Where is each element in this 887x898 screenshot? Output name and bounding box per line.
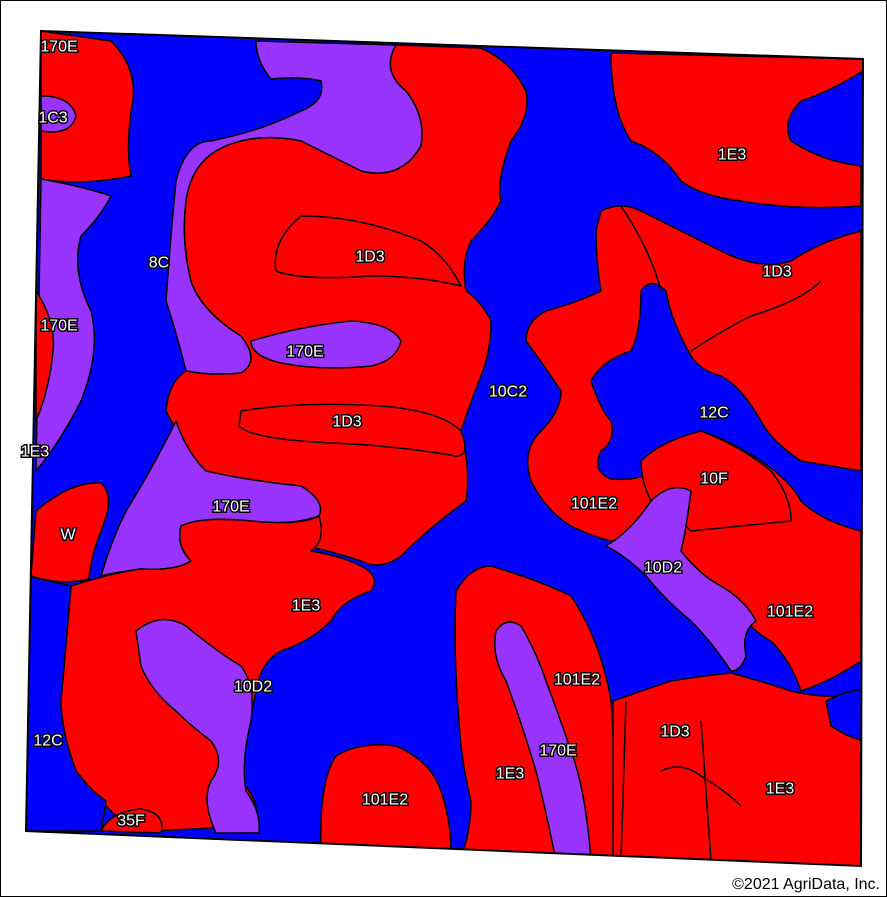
- soil-unit-12c-lower-left: [26, 575, 107, 832]
- map-label: 101E2: [571, 496, 617, 513]
- map-label: 170E: [539, 743, 576, 760]
- map-label: 1D3: [762, 264, 791, 281]
- map-label: 10F: [700, 471, 728, 488]
- map-label: 101E2: [767, 604, 813, 621]
- parcel-outline: [24, 29, 865, 868]
- map-label: 101E2: [362, 792, 408, 809]
- copyright-notice: ©2021 AgriData, Inc.: [732, 876, 880, 893]
- map-label: 1E3: [496, 766, 525, 783]
- map-label: 1C3: [38, 110, 67, 127]
- map-labels: 170E 1C3 8C 1D3 1E3 1D3 170E 170E 10C2 1…: [19, 37, 814, 831]
- map-label: 12C: [33, 733, 62, 750]
- soil-unit-170e-top: [40, 31, 135, 183]
- soil-boundary: [700, 720, 712, 862]
- soil-boundary: [690, 280, 822, 352]
- soil-unit-170e-mid: [250, 320, 402, 369]
- soil-unit-w: [30, 482, 110, 583]
- map-label: 12C: [699, 405, 728, 422]
- soil-unit-1e3-top-right: [610, 52, 863, 209]
- soil-boundary: [620, 205, 662, 292]
- soil-unit-1d3-lower-right: [612, 672, 862, 866]
- map-label: 170E: [40, 39, 77, 56]
- map-label: 35F: [117, 813, 145, 830]
- map-label: 1D3: [660, 724, 689, 741]
- soil-unit-blue-patch: [825, 688, 863, 742]
- soil-unit-35f: [100, 808, 163, 834]
- soil-boundary: [660, 766, 742, 807]
- map-label: 170E: [212, 499, 249, 516]
- map-label: 170E: [286, 344, 323, 361]
- map-label: 10D2: [644, 560, 682, 577]
- soil-unit-1d3-lower-inner: [238, 403, 466, 457]
- map-label: 1D3: [355, 249, 384, 266]
- map-label: 1E3: [21, 444, 50, 461]
- soil-unit-10d2-lower-left: [135, 618, 260, 834]
- soil-unit-1d3-inner: [274, 215, 462, 287]
- map-label: 101E2: [554, 672, 600, 689]
- map-label: 10D2: [234, 679, 272, 696]
- soil-unit-170e-left: [35, 178, 112, 472]
- map-label: 8C: [149, 255, 169, 272]
- map-label: 1E3: [718, 147, 747, 164]
- soil-unit-1c3: [40, 95, 77, 133]
- soil-unit-101e2-bottom: [320, 744, 452, 852]
- map-label: 1E3: [766, 781, 795, 798]
- soil-boundary: [620, 700, 627, 862]
- map-label: 1D3: [332, 414, 361, 431]
- soil-unit-170e-center: [494, 621, 592, 862]
- map-label: W: [60, 527, 76, 544]
- map-label: 10C2: [489, 384, 527, 401]
- soil-unit-10d2-right: [605, 486, 757, 672]
- map-label: 170E: [40, 318, 77, 335]
- soil-unit-170e-left-red: [35, 290, 55, 422]
- map-label: 1E3: [292, 598, 321, 615]
